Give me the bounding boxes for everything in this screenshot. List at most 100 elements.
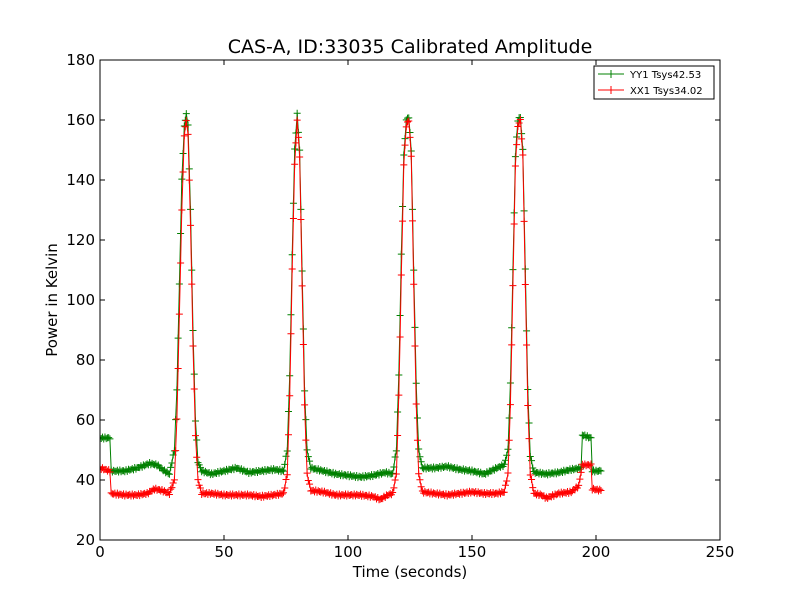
data-point [184, 130, 192, 138]
data-point [189, 342, 197, 350]
data-point [188, 280, 196, 288]
data-point [303, 469, 311, 477]
data-point [515, 119, 523, 127]
data-point [178, 206, 186, 214]
data-point [170, 476, 178, 484]
x-tick-label: 250 [706, 543, 735, 561]
data-point [525, 419, 533, 427]
data-point [528, 457, 536, 465]
data-point [587, 460, 595, 468]
data-point [298, 282, 306, 290]
data-point [416, 476, 424, 484]
data-point [193, 436, 201, 444]
y-tick-label: 180 [66, 51, 95, 69]
data-point [500, 460, 508, 468]
data-point [415, 470, 423, 478]
y-tick-label: 100 [66, 291, 95, 309]
data-point [106, 435, 114, 443]
data-point [167, 485, 175, 493]
data-point [291, 145, 299, 153]
data-point [287, 330, 295, 338]
data-point [505, 436, 513, 444]
data-point [413, 436, 421, 444]
data-point [182, 110, 190, 118]
data-point [395, 391, 403, 399]
data-point [417, 483, 425, 491]
y-tick-label: 160 [66, 111, 95, 129]
data-point [283, 471, 291, 479]
data-point [503, 477, 511, 485]
data-point [289, 215, 297, 223]
data-point [172, 447, 180, 455]
data-point [526, 452, 534, 460]
data-point [412, 400, 420, 408]
data-point [504, 469, 512, 477]
data-point [292, 139, 300, 147]
data-point [278, 466, 286, 474]
data-point [415, 445, 423, 453]
data-point [284, 408, 292, 415]
data-point [597, 487, 605, 494]
legend-box [593, 65, 715, 100]
y-tick-label: 60 [76, 411, 95, 429]
data-point [293, 116, 301, 124]
data-point [281, 484, 289, 492]
data-point [194, 476, 202, 484]
data-point [392, 470, 400, 478]
data-point [525, 435, 533, 443]
data-point [168, 484, 176, 492]
data-point [174, 334, 182, 342]
data-point [389, 469, 397, 477]
data-point [575, 481, 583, 489]
data-point [391, 453, 399, 461]
data-point [514, 122, 522, 130]
data-point [306, 480, 314, 488]
data-point [392, 447, 400, 455]
data-point [172, 416, 180, 424]
data-point [185, 176, 193, 184]
data-point [406, 133, 414, 141]
data-point [528, 476, 536, 484]
legend-entry-2: XX1 Tsys34.02 [598, 86, 703, 97]
data-point [174, 365, 182, 373]
data-point [187, 221, 195, 229]
data-point [286, 392, 294, 400]
legend: YY1 Tsys42.53 XX1 Tsys34.02 [593, 65, 715, 100]
data-point [173, 415, 181, 423]
data-point [500, 488, 508, 496]
data-point [180, 132, 188, 140]
data-point [411, 342, 419, 350]
legend-marker [607, 70, 615, 78]
chart-title: CAS-A, ID:33035 Calibrated Amplitude [228, 36, 593, 58]
data-point [173, 386, 181, 394]
data-point [520, 217, 528, 225]
data-point [278, 490, 286, 498]
data-point [394, 431, 402, 439]
data-point [408, 217, 416, 225]
data-point [524, 401, 532, 409]
legend-entry-1: YY1 Tsys42.53 [598, 70, 701, 81]
data-point [196, 484, 204, 492]
data-point [283, 447, 291, 455]
legend-label: YY1 Tsys42.53 [629, 70, 701, 81]
data-point [190, 385, 198, 393]
data-point [516, 115, 524, 123]
data-point [401, 141, 409, 149]
data-point [296, 153, 304, 161]
data-point [596, 485, 604, 493]
data-point [304, 477, 312, 485]
data-point [390, 484, 398, 492]
x-tick-label: 150 [458, 543, 487, 561]
data-point [391, 476, 399, 484]
data-point [294, 133, 302, 141]
data-point [410, 280, 418, 288]
data-point [529, 484, 537, 492]
data-point [193, 453, 201, 461]
data-point [597, 467, 605, 475]
data-point [519, 151, 527, 159]
data-point [513, 141, 521, 149]
x-tick-label: 50 [214, 543, 233, 561]
x-tick-label: 0 [95, 543, 105, 561]
data-point [303, 446, 311, 454]
